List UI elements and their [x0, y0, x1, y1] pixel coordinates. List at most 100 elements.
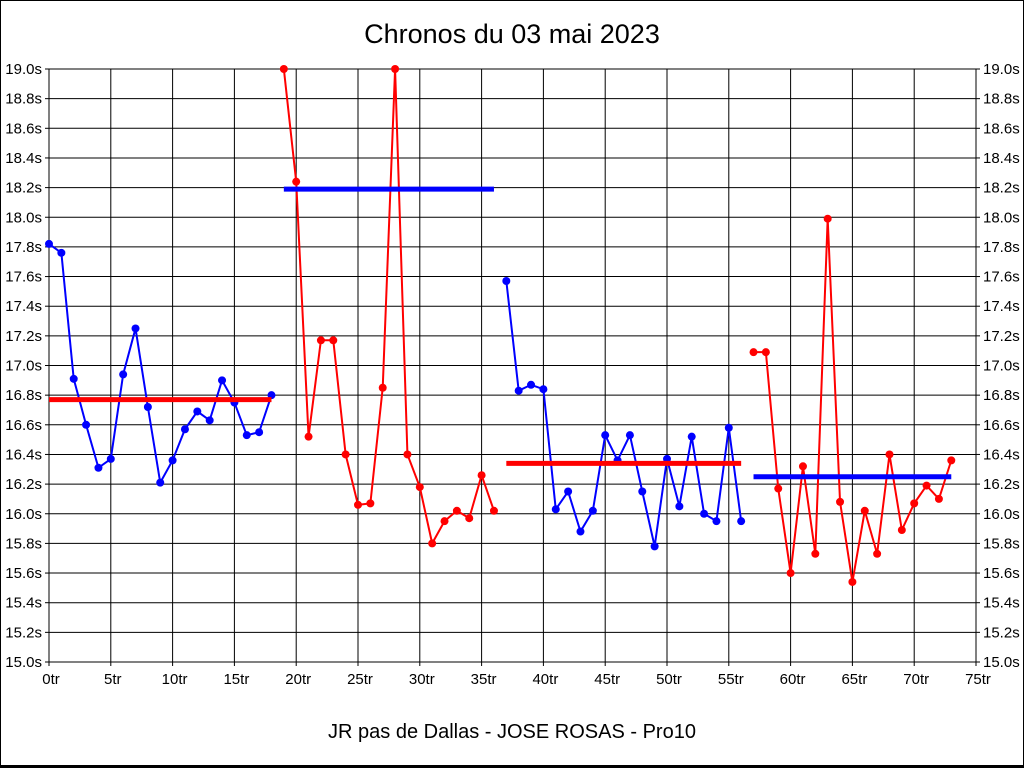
data-point-stint-3	[539, 385, 548, 394]
data-point-stint-4	[897, 526, 906, 535]
y-axis-label-left: 17.8s	[5, 239, 42, 256]
x-axis-label: 55tr	[718, 671, 744, 688]
data-point-stint-4	[774, 484, 783, 493]
y-axis-label-right: 15.8s	[983, 535, 1020, 552]
y-axis-label-right: 15.0s	[983, 654, 1020, 671]
data-point-stint-3	[724, 423, 733, 432]
x-axis-label: 70tr	[903, 671, 929, 688]
data-point-stint-4	[848, 577, 857, 586]
y-axis-label-right: 17.8s	[983, 239, 1020, 256]
y-axis-label-right: 17.4s	[983, 298, 1020, 315]
data-point-stint-4	[910, 499, 919, 508]
data-point-stint-3	[650, 542, 659, 551]
y-axis-label-left: 18.0s	[5, 209, 42, 226]
data-point-stint-4	[823, 214, 832, 223]
y-axis-label-right: 19.0s	[983, 61, 1020, 78]
x-axis-label: 35tr	[471, 671, 497, 688]
data-point-stint-4	[947, 456, 956, 465]
data-point-stint-1	[242, 431, 251, 440]
data-point-stint-2	[428, 539, 437, 548]
data-point-stint-2	[341, 450, 350, 459]
data-point-stint-2	[477, 471, 486, 480]
x-axis-label: 45tr	[594, 671, 620, 688]
data-point-stint-2	[403, 450, 412, 459]
y-axis-label-right: 16.2s	[983, 476, 1020, 493]
data-point-stint-1	[131, 324, 140, 333]
data-point-stint-1	[218, 376, 227, 385]
y-axis-label-left: 19.0s	[5, 61, 42, 78]
y-axis-label-left: 18.4s	[5, 150, 42, 167]
x-axis-label: 15tr	[223, 671, 249, 688]
x-axis-label: 5tr	[104, 671, 122, 688]
y-axis-label-left: 15.6s	[5, 565, 42, 582]
y-axis-label-left: 15.2s	[5, 624, 42, 641]
y-axis-label-left: 16.6s	[5, 417, 42, 434]
data-point-stint-3	[712, 517, 721, 526]
data-point-stint-1	[82, 420, 91, 429]
data-point-stint-1	[106, 454, 115, 463]
data-point-stint-2	[378, 383, 387, 392]
y-axis-label-left: 16.4s	[5, 446, 42, 463]
data-point-stint-4	[786, 569, 795, 578]
y-axis-label-right: 17.6s	[983, 269, 1020, 286]
y-axis-label-right: 18.0s	[983, 209, 1020, 226]
data-point-stint-2	[292, 177, 301, 186]
data-point-stint-3	[514, 386, 523, 395]
data-point-stint-1	[143, 403, 152, 412]
data-point-stint-4	[873, 549, 882, 558]
data-point-stint-3	[625, 431, 634, 440]
y-axis-label-left: 16.2s	[5, 476, 42, 493]
y-axis-label-left: 17.2s	[5, 328, 42, 345]
data-point-stint-1	[193, 407, 202, 416]
y-axis-label-left: 15.4s	[5, 595, 42, 612]
data-point-stint-4	[749, 348, 758, 357]
data-point-stint-3	[527, 380, 536, 389]
data-point-stint-2	[316, 336, 325, 345]
y-axis-label-right: 17.2s	[983, 328, 1020, 345]
data-point-stint-1	[156, 478, 165, 487]
x-axis-label: 10tr	[162, 671, 188, 688]
data-point-stint-2	[415, 483, 424, 492]
y-axis-label-left: 15.8s	[5, 535, 42, 552]
series-line-stint-3	[505, 280, 743, 547]
data-point-stint-1	[45, 239, 53, 248]
x-axis-label: 30tr	[409, 671, 435, 688]
x-axis-label: 0tr	[42, 671, 60, 688]
x-axis-label: 40tr	[532, 671, 558, 688]
y-axis-label-left: 18.8s	[5, 91, 42, 108]
y-axis-label-left: 17.0s	[5, 358, 42, 375]
series-line-stint-1	[48, 243, 273, 486]
data-point-stint-4	[860, 506, 869, 515]
data-point-stint-2	[304, 432, 313, 441]
data-point-stint-2	[366, 499, 375, 508]
x-axis-label: 60tr	[780, 671, 806, 688]
data-point-stint-1	[255, 428, 264, 437]
data-point-stint-1	[119, 370, 128, 379]
y-axis-label-left: 17.4s	[5, 298, 42, 315]
data-point-stint-3	[551, 505, 560, 514]
y-axis-label-right: 15.4s	[983, 595, 1020, 612]
y-axis-label-left: 16.0s	[5, 506, 42, 523]
chart-footer: JR pas de Dallas - JOSE ROSAS - Pro10	[328, 721, 696, 743]
data-point-stint-1	[180, 425, 189, 434]
data-point-stint-2	[489, 506, 498, 515]
data-point-stint-3	[588, 506, 597, 515]
data-point-stint-1	[57, 248, 66, 257]
y-axis-label-right: 18.6s	[983, 120, 1020, 137]
chart-title: Chronos du 03 mai 2023	[364, 19, 660, 49]
data-point-stint-4	[836, 497, 845, 506]
data-point-stint-3	[638, 487, 647, 496]
x-axis-label: 50tr	[656, 671, 682, 688]
data-point-stint-3	[737, 517, 746, 526]
data-point-stint-4	[761, 348, 770, 357]
data-point-stint-1	[94, 463, 103, 472]
x-axis-label: 25tr	[347, 671, 373, 688]
data-point-stint-4	[798, 462, 807, 471]
data-point-stint-1	[205, 416, 214, 425]
data-point-stint-3	[502, 276, 511, 285]
x-axis-label: 65tr	[841, 671, 867, 688]
data-point-stint-2	[279, 65, 288, 73]
data-point-stint-2	[440, 517, 449, 526]
data-point-stint-3	[576, 527, 585, 536]
